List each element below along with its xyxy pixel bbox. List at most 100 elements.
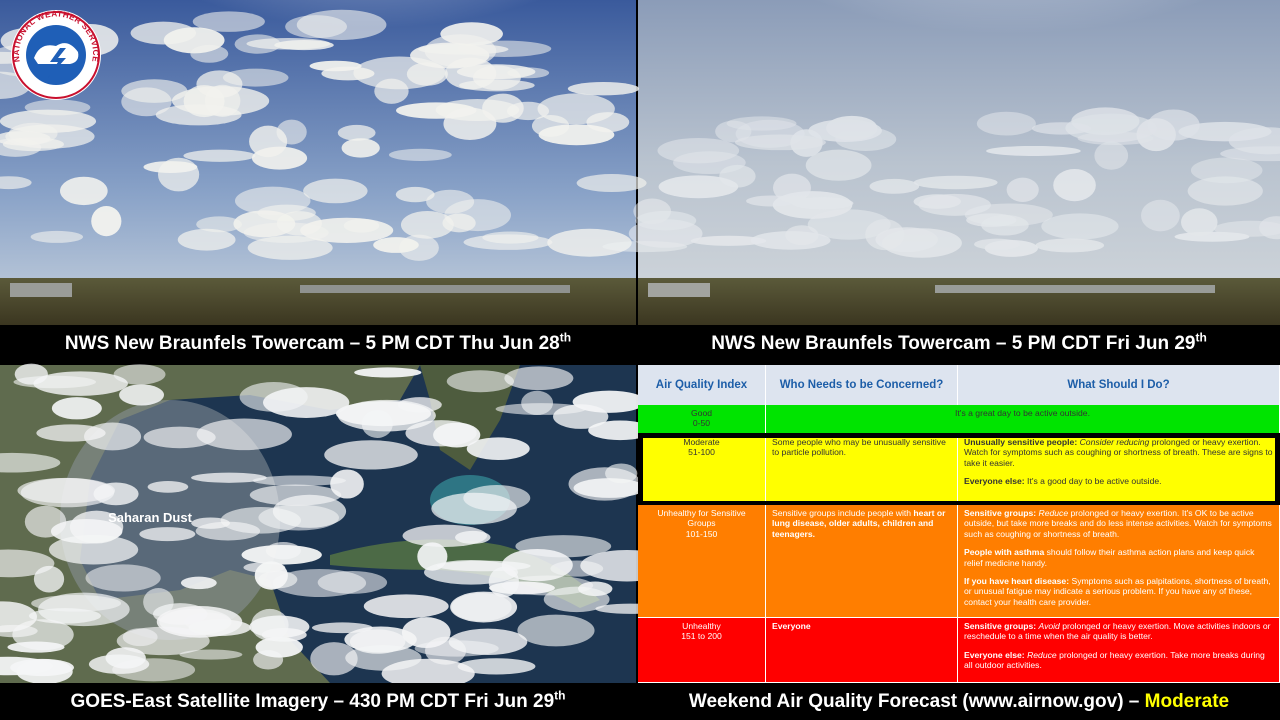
caption: NWS New Braunfels Towercam – 5 PM CDT Fr… bbox=[638, 325, 1280, 363]
text-run: It's a great day to be active outside. bbox=[955, 408, 1090, 418]
text-run: Sensitive groups: bbox=[964, 508, 1037, 518]
cloud bbox=[113, 364, 166, 385]
cloud bbox=[252, 475, 346, 486]
caption-text: NWS New Braunfels Towercam – 5 PM CDT Th… bbox=[64, 333, 560, 354]
cloud bbox=[734, 134, 826, 151]
cloud bbox=[517, 614, 595, 647]
cloud bbox=[986, 145, 1081, 157]
building bbox=[935, 285, 1215, 293]
cloud bbox=[122, 628, 158, 647]
cloud bbox=[337, 124, 376, 141]
cloud bbox=[30, 230, 84, 243]
cloud bbox=[7, 641, 65, 653]
cloud bbox=[121, 79, 188, 103]
cloud bbox=[466, 437, 530, 460]
cloud bbox=[177, 228, 236, 251]
paragraph: Everyone bbox=[772, 621, 951, 631]
cloud bbox=[317, 571, 388, 594]
cloud bbox=[374, 78, 409, 104]
cloud bbox=[405, 420, 477, 447]
cloud bbox=[1228, 127, 1280, 155]
cloud bbox=[337, 399, 436, 432]
cloud bbox=[239, 381, 308, 412]
cloud bbox=[341, 138, 380, 158]
text-run: prolonged or heavy exertion. Watch for s… bbox=[964, 437, 1273, 468]
aqi-range: 51-100 bbox=[688, 447, 715, 458]
cloud bbox=[196, 418, 292, 451]
cloud bbox=[501, 548, 573, 582]
cloud bbox=[1065, 113, 1157, 143]
cloud bbox=[553, 404, 609, 429]
cloud bbox=[395, 186, 435, 203]
aqi-category: Unhealthy for Sensitive Groups 101-150 bbox=[638, 505, 766, 618]
paragraph: Unusually sensitive people: Consider red… bbox=[964, 437, 1273, 468]
text-run: prolonged or heavy exertion. Take more b… bbox=[964, 649, 1265, 671]
cloud bbox=[373, 237, 419, 253]
caption-text: Weekend Air Quality Forecast (www.airnow… bbox=[688, 691, 1145, 712]
text-run: Reduce bbox=[1038, 508, 1069, 518]
caption: Weekend Air Quality Forecast (www.airnow… bbox=[638, 683, 1280, 720]
cloud bbox=[726, 116, 797, 131]
cloud bbox=[482, 93, 524, 123]
cloud bbox=[456, 64, 536, 80]
cloud bbox=[588, 420, 653, 441]
cloud bbox=[0, 452, 61, 473]
who-cell: Everyone bbox=[766, 618, 958, 683]
paragraph: If you have heart disease: Symptoms such… bbox=[964, 576, 1273, 607]
caption: NWS New Braunfels Towercam – 5 PM CDT Th… bbox=[0, 325, 636, 363]
cloud bbox=[865, 219, 905, 251]
cloud bbox=[521, 390, 554, 416]
cloud bbox=[690, 235, 767, 246]
cloud bbox=[488, 566, 520, 598]
cloud bbox=[330, 469, 364, 499]
cloud bbox=[112, 658, 196, 682]
cloud bbox=[143, 588, 174, 616]
aqi-range: 0-50 bbox=[692, 418, 711, 429]
cloud bbox=[143, 161, 198, 173]
aqi-range: 151 to 200 bbox=[681, 631, 722, 642]
cloud bbox=[976, 111, 1036, 136]
cloud bbox=[220, 506, 302, 534]
cloud bbox=[91, 205, 122, 237]
cloud bbox=[417, 542, 448, 571]
caption-sup: th bbox=[559, 330, 572, 345]
cloud bbox=[1259, 216, 1280, 240]
cloud bbox=[504, 366, 574, 391]
cloud bbox=[981, 214, 1029, 236]
cloud bbox=[85, 564, 161, 592]
cloud bbox=[183, 149, 256, 162]
cloud bbox=[17, 477, 116, 504]
cloud bbox=[576, 174, 647, 193]
clouds bbox=[0, 363, 674, 689]
cloud bbox=[0, 601, 37, 633]
cloud bbox=[241, 545, 322, 565]
text-run: Everyone else: bbox=[964, 649, 1025, 660]
building bbox=[300, 285, 570, 293]
aqi-category: Moderate bbox=[683, 437, 720, 447]
cloud bbox=[1094, 141, 1129, 170]
cloud bbox=[51, 397, 102, 420]
text-run: Everyone else: bbox=[964, 476, 1025, 487]
cloud bbox=[567, 81, 640, 96]
cloud bbox=[1053, 168, 1096, 202]
paragraph: Some people who may be unusually sensiti… bbox=[772, 437, 951, 458]
cloud bbox=[805, 149, 872, 181]
cloud bbox=[1190, 157, 1263, 184]
cloud bbox=[1220, 146, 1280, 162]
text-run: prolonged or heavy exertion. Move activi… bbox=[964, 621, 1271, 642]
aqi-category: Good bbox=[690, 408, 713, 418]
cloud bbox=[388, 148, 452, 161]
text-run: Unusually sensitive people: bbox=[964, 437, 1078, 447]
cloud bbox=[93, 482, 139, 506]
cloud bbox=[243, 222, 329, 243]
cloud bbox=[184, 612, 232, 631]
cloud bbox=[635, 210, 697, 231]
text-run: It's a good day to be active outside. bbox=[1024, 476, 1162, 487]
nws-logo: NATIONAL WEATHER SERVICE bbox=[11, 9, 101, 100]
cloud bbox=[424, 34, 497, 68]
cloud bbox=[36, 424, 106, 442]
aqi-category: Unhealthy 151 to 200 bbox=[638, 618, 766, 683]
cloud bbox=[1181, 208, 1218, 237]
cloud bbox=[190, 44, 229, 63]
cloud bbox=[715, 120, 752, 143]
